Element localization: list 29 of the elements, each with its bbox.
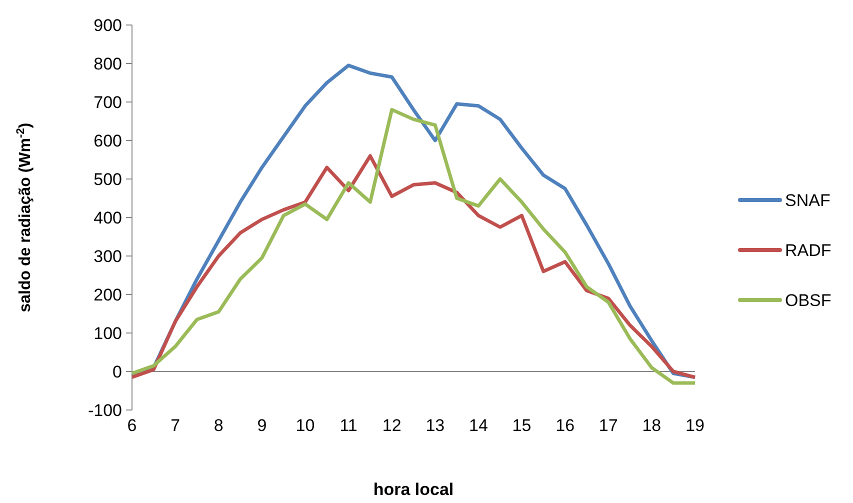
- y-tick-label: 800: [94, 54, 122, 74]
- x-tick-label: 11: [340, 416, 358, 435]
- x-tick-label: 9: [257, 416, 267, 435]
- y-tick-label: -100: [88, 400, 122, 420]
- y-tick-label: 600: [94, 131, 122, 150]
- x-tick-label: 16: [556, 416, 575, 435]
- x-tick-label: 7: [170, 416, 180, 435]
- x-tick-label: 12: [382, 416, 402, 435]
- y-tick-label: 400: [94, 208, 122, 228]
- x-tick-label: 18: [642, 416, 662, 435]
- x-tick-label: 6: [127, 416, 137, 435]
- x-tick-label: 19: [686, 416, 704, 435]
- y-tick-label: 100: [94, 324, 122, 343]
- y-tick-label: 500: [94, 170, 122, 189]
- legend-label: RADF: [785, 240, 832, 260]
- y-tick-label: 0: [112, 362, 122, 382]
- legend-label: OBSF: [785, 290, 832, 310]
- x-tick-label: 17: [598, 416, 618, 435]
- x-tick-label: 10: [296, 416, 315, 435]
- x-tick-label: 14: [469, 416, 488, 435]
- y-tick-label: 200: [94, 285, 122, 304]
- y-tick-label: 700: [94, 92, 122, 112]
- x-tick-label: 13: [426, 416, 445, 435]
- x-tick-label: 8: [214, 416, 224, 435]
- x-tick-label: 15: [512, 416, 532, 435]
- y-tick-label: 900: [94, 16, 122, 35]
- x-axis-title: hora local: [373, 480, 454, 499]
- y-tick-label: 300: [94, 246, 122, 266]
- legend-label: SNAF: [785, 190, 830, 210]
